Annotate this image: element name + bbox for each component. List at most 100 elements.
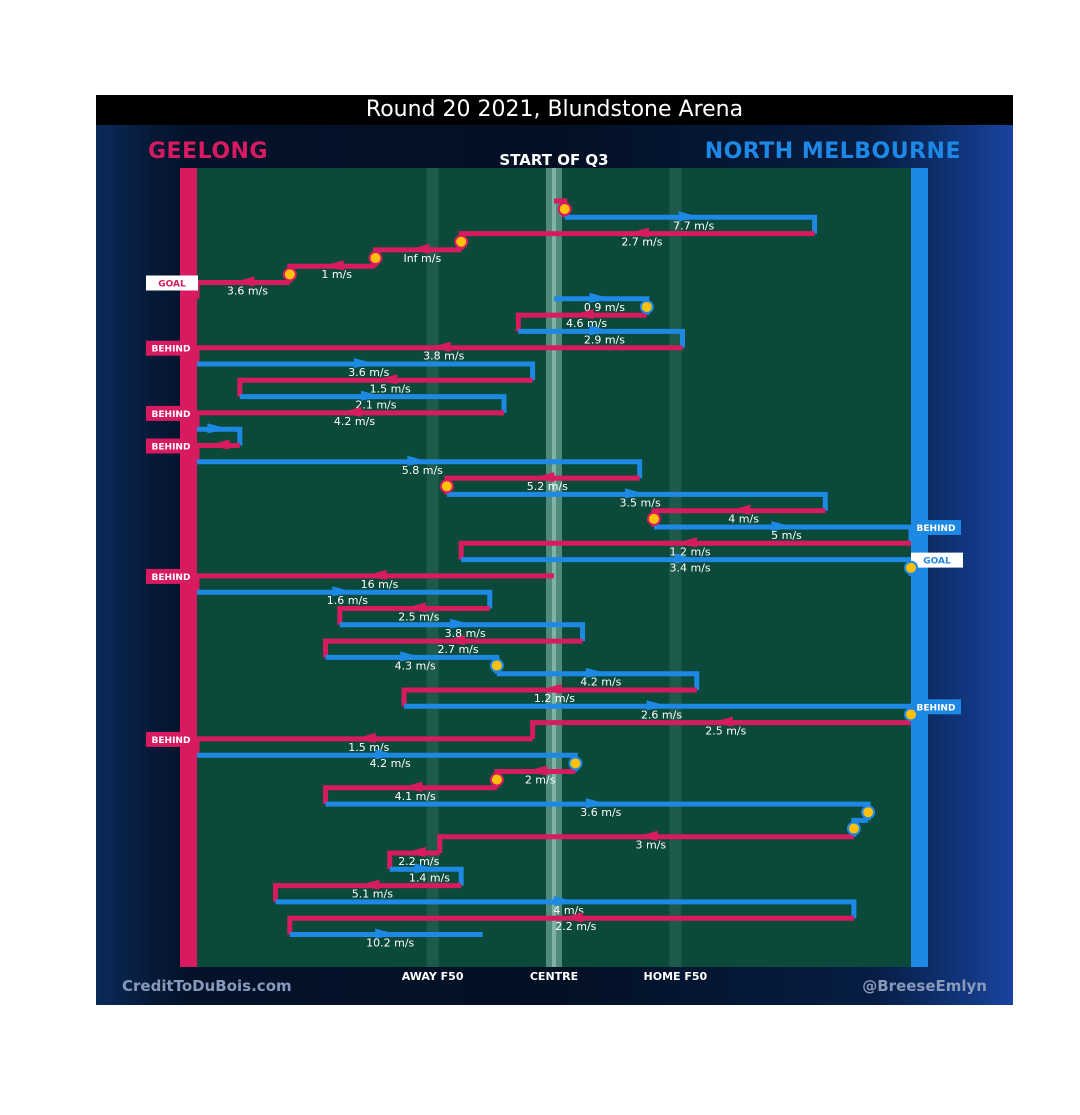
speed-label-23: 16 m/s [361,578,399,591]
chain-arrow-25 [403,602,426,613]
speed-label-27: 2.7 m/s [437,643,478,656]
event-badge-31 [911,699,961,715]
speed-label-34: 4.2 m/s [370,757,411,770]
chain-25 [337,606,490,625]
chain-24 [197,589,493,609]
speed-label-25: 2.5 m/s [398,611,439,624]
chain-42 [273,883,462,902]
speed-label-40: 2.2 m/s [398,855,439,868]
speed-label-43: 4 m/s [553,904,584,917]
chart-title: Round 20 2021, Blundstone Arena [96,95,1013,125]
chain-7 [515,312,647,332]
chain-arrow-27 [443,635,466,646]
event-badge-5 [146,275,198,291]
chain-arrow-34 [375,749,398,760]
chain-arrow-11 [375,374,398,385]
axis-label-centre: CENTRE [529,970,579,983]
chain-arrow-29 [585,667,608,678]
event-label-33: BEHIND [152,736,191,746]
chain-arrow-9 [428,341,451,352]
turnover-marker-2 [454,234,469,249]
event-label-31: BEHIND [917,703,956,713]
chain-11 [237,377,533,397]
chain-arrow-40 [403,847,426,857]
team-right-label: NORTH MELBOURNE [704,139,961,164]
speed-label-41: 1.4 m/s [409,871,450,884]
possession-chain-plot: 7.7 m/s 2.7 m/s Inf m/s 1 m/s 3.6 m/s GOAL 0.9… [146,168,963,967]
chain-arrow-41 [414,863,437,874]
speed-label-19: 4 m/s [728,513,759,526]
chain-18 [446,491,828,511]
speed-label-10: 3.6 m/s [348,366,389,379]
chain-9 [194,345,683,364]
speed-label-31: 2.6 m/s [641,708,682,721]
turnover-marker-35 [489,772,504,787]
speed-label-39: 3 m/s [635,839,666,852]
chain-arrow-36 [400,781,423,792]
turnover-marker-34 [568,756,583,771]
chain-33 [194,736,533,756]
chain-arrow-42 [357,879,380,890]
speed-label-3: Inf m/s [403,252,441,265]
chain-arrow-10 [353,358,376,368]
centre-line [552,168,556,967]
event-label-5: GOAL [158,280,186,290]
chain-16 [197,459,643,479]
speed-label-30: 1.2 m/s [534,692,575,705]
chain-arrow-37 [585,798,608,809]
event-label-20: BEHIND [917,524,956,534]
chain-arrow-6 [589,292,612,303]
event-badge-33 [146,731,196,747]
speed-label-36: 4.1 m/s [395,790,436,803]
chain-27 [323,638,583,658]
speed-label-17: 5.2 m/s [527,480,568,493]
turnover-marker-19 [646,511,661,526]
event-label-22: GOAL [923,557,951,567]
speed-label-1: 7.7 m/s [673,219,714,232]
home-f50-band [669,168,682,967]
chain-arrow-44 [560,912,583,923]
speed-label-32: 2.5 m/s [705,725,746,738]
credit-left: CreditToDuBois.com [122,977,292,995]
axis-label-away-f50: AWAY F50 [401,970,464,983]
chain-arrow-35 [525,765,548,776]
event-badge-13 [146,405,196,421]
chain-arrow-15 [207,439,230,450]
chain-arrow-24 [332,586,355,597]
chain-arrow-4 [321,260,344,271]
axis-label-home-f50: HOME F50 [643,970,708,983]
speed-label-44: 2.2 m/s [555,920,596,933]
speed-label-37: 3.6 m/s [580,806,621,819]
chain-arrow-31 [646,700,669,711]
chain-41 [389,866,464,886]
turnover-marker-17 [439,479,454,494]
turnover-marker-3 [368,251,383,266]
chain-arrow-33 [353,732,376,743]
speed-label-9: 3.8 m/s [423,350,464,363]
chain-36 [323,785,497,805]
chain-8 [518,328,686,348]
event-label-23: BEHIND [152,573,191,583]
chain-arrow-39 [635,830,658,841]
speed-label-18: 3.5 m/s [620,496,661,509]
speed-label-20: 5 m/s [771,529,802,542]
speed-label-45: 10.2 m/s [366,937,414,950]
chain-arrow-22 [675,553,698,564]
speed-label-42: 5.1 m/s [352,888,393,901]
speed-label-28: 4.3 m/s [395,659,436,672]
chain-arrow-3 [407,243,430,254]
chain-arrow-17 [532,472,555,483]
chain-arrow-30 [539,684,562,694]
event-badge-20 [911,520,961,535]
team-left-label: GEELONG [148,139,269,164]
speed-label-8: 2.9 m/s [584,333,625,346]
chain-1 [564,214,818,234]
turnover-marker-4 [282,267,297,282]
chain-23 [194,573,554,593]
speed-label-16: 5.8 m/s [402,464,443,477]
speed-label-2: 2.7 m/s [621,236,662,249]
speed-label-4: 1 m/s [321,268,352,281]
chain-30 [401,687,697,707]
turnover-marker-38 [846,821,861,836]
chain-arrow-19 [728,504,751,515]
